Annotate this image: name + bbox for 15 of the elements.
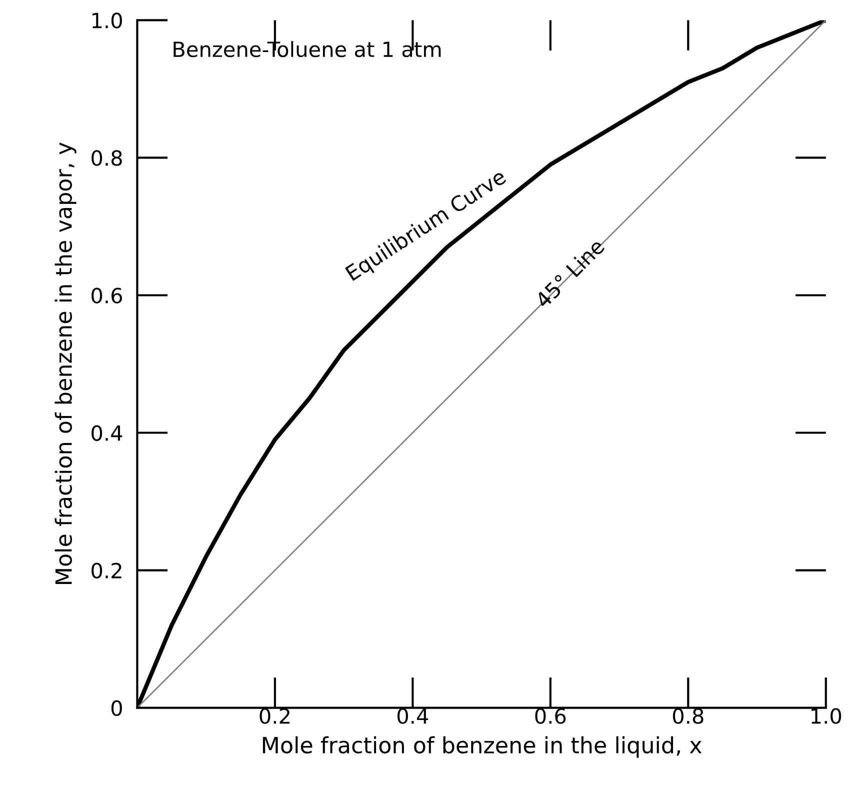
y-axis-title: Mole fraction of benzene in the vapor, y (54, 142, 76, 584)
x-tick-label: 0.4 (397, 708, 428, 724)
y-tick-label: 0.2 (92, 562, 122, 578)
y-tick-label: 0.4 (92, 425, 122, 441)
x-tick-label: 0.2 (260, 708, 290, 724)
x-tick-label: 1.0 (812, 708, 842, 724)
text: 45° Line (534, 238, 606, 309)
y-tick-label: 0.6 (92, 288, 122, 304)
x-tick-label: 0.8 (672, 708, 704, 724)
annotation: Benzene-Toluene at 1 atm (174, 41, 441, 58)
x-axis-title: Mole fraction of benzene in the liquid, x (262, 736, 702, 758)
y-tick-label: 0 (111, 700, 122, 716)
y-tick-label: 0.8 (92, 150, 122, 166)
x-tick-label: 0.6 (535, 708, 566, 724)
y-tick-label: 1.0 (92, 12, 122, 28)
